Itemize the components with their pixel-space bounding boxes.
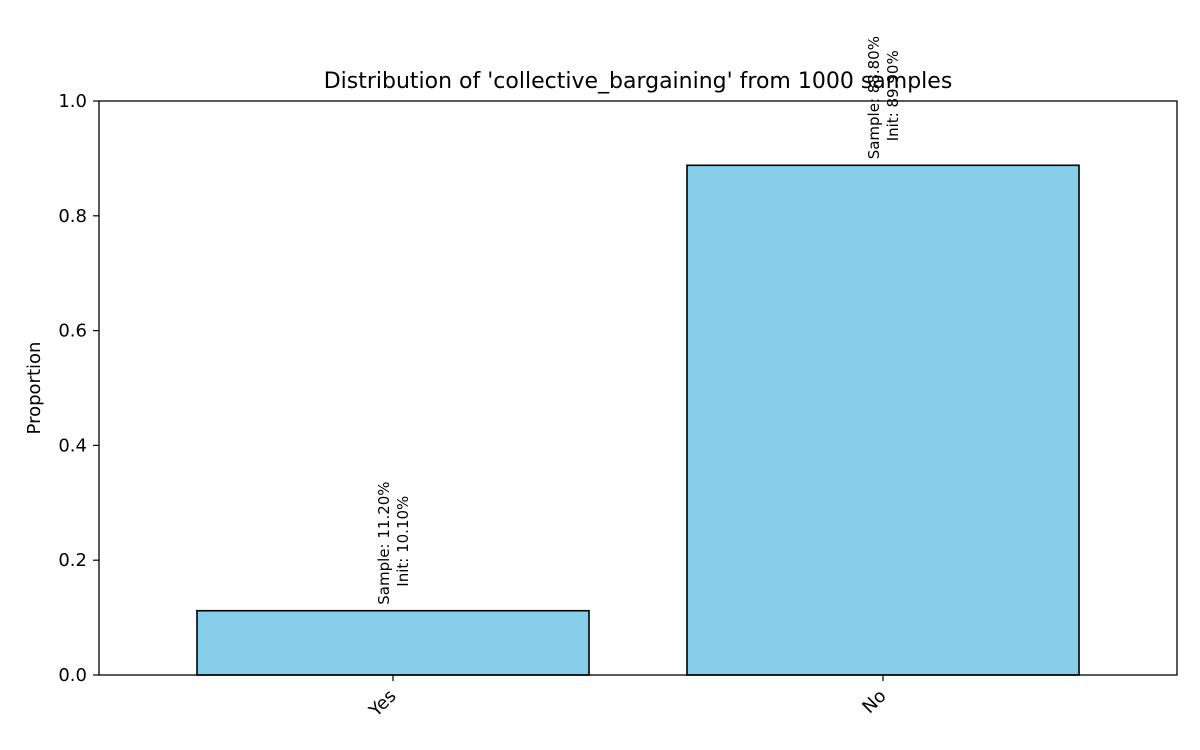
x-tick-label: No: [858, 686, 890, 718]
y-axis: 0.0 0.2 0.4 0.6 0.8 1.0: [58, 91, 99, 686]
y-tick-label: 0.8: [58, 206, 87, 227]
bar-label-init: Init: 10.10%: [394, 496, 412, 587]
x-tick-label: Yes: [364, 686, 400, 722]
bar-label-sample: Sample: 88.80%: [865, 36, 883, 159]
bar-label-sample: Sample: 11.20%: [375, 481, 393, 604]
y-axis-label: Proportion: [24, 342, 45, 435]
y-tick-label: 0.2: [58, 550, 87, 571]
y-tick-label: 0.0: [58, 665, 87, 686]
x-axis: Yes No: [364, 675, 891, 722]
y-tick-label: 0.6: [58, 321, 87, 342]
chart-title: Distribution of 'collective_bargaining' …: [324, 69, 953, 94]
bar-no: [686, 164, 1080, 676]
bar-yes: [196, 609, 590, 676]
bars-group: Sample: 11.20% Init: 10.10% Sample: 88.80%…: [196, 36, 1080, 676]
plot-frame: [98, 100, 1178, 676]
bar-label-init: Init: 89.90%: [884, 50, 902, 141]
y-tick-label: 0.4: [58, 435, 87, 456]
y-tick-label: 1.0: [58, 91, 87, 112]
